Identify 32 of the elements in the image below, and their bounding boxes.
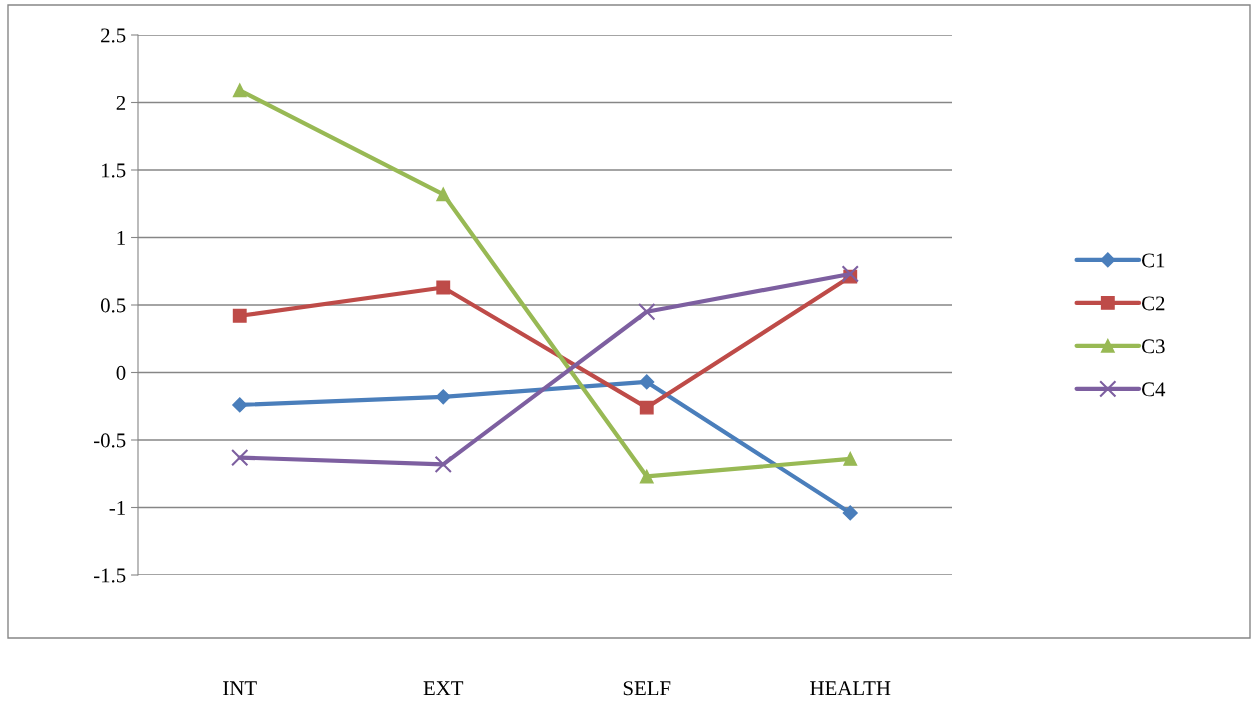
x-tick-label: INT [223, 681, 257, 696]
x-tick-label: HEALTH [810, 681, 891, 696]
point [639, 469, 654, 484]
y-tick-label: -0.5 [93, 433, 126, 448]
x-tick-label: SELF [623, 681, 671, 696]
point [436, 280, 451, 295]
point [843, 451, 858, 466]
legend-label: C3 [1142, 339, 1165, 354]
y-tick-label: -1 [109, 500, 125, 515]
y-tick-label: -1.5 [93, 568, 126, 583]
y-tick-label: 2.5 [101, 28, 126, 43]
point [639, 400, 654, 415]
point [436, 187, 451, 202]
legend-label: C1 [1142, 253, 1165, 268]
legend-label: C4 [1142, 382, 1166, 397]
point [232, 308, 247, 323]
y-tick-label: 1 [117, 230, 125, 245]
point [434, 455, 452, 473]
point [231, 448, 249, 467]
point [841, 265, 859, 283]
y-tick-label: 2 [116, 95, 126, 110]
point [435, 389, 451, 405]
point [232, 83, 247, 98]
y-tick-label: 0 [116, 365, 126, 380]
point [232, 397, 248, 413]
point [639, 374, 655, 390]
y-tick-label: 0.5 [100, 298, 126, 313]
x-tick-label: EXT [423, 681, 464, 696]
legend-label: C2 [1142, 296, 1165, 311]
y-tick-label: 1.5 [101, 163, 126, 178]
point [638, 303, 656, 321]
point [842, 505, 858, 521]
